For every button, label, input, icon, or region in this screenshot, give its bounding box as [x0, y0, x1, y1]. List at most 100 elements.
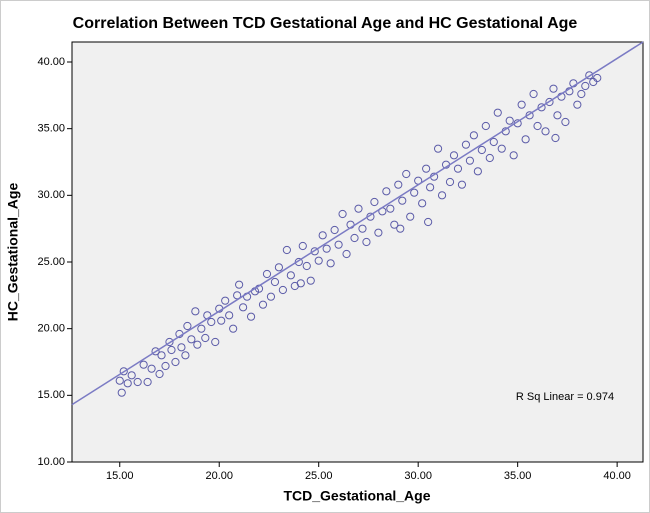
point	[157, 351, 166, 360]
point	[298, 241, 307, 251]
fit-line	[71, 41, 644, 406]
point	[235, 280, 244, 289]
y-axis-title: HC_Gestational_Age	[5, 183, 21, 322]
y-tick-label: 20.00	[37, 323, 65, 335]
point	[191, 307, 200, 316]
point	[326, 259, 335, 268]
point	[402, 169, 411, 179]
point	[517, 100, 526, 109]
point	[358, 224, 367, 233]
point	[246, 312, 256, 321]
point	[115, 376, 124, 385]
point	[296, 279, 305, 288]
point	[314, 256, 323, 265]
point	[221, 296, 230, 305]
point	[239, 303, 248, 312]
point	[457, 180, 467, 189]
point	[139, 360, 148, 369]
point	[354, 204, 363, 213]
point	[183, 321, 192, 331]
point	[553, 111, 562, 120]
point	[342, 249, 351, 259]
point	[477, 145, 486, 155]
point	[529, 89, 538, 99]
point	[577, 89, 586, 99]
point	[481, 121, 490, 131]
point	[549, 84, 558, 93]
point	[485, 153, 494, 163]
point	[537, 103, 546, 112]
point	[449, 151, 459, 160]
point	[593, 73, 602, 83]
point	[133, 377, 142, 387]
point	[294, 257, 303, 267]
point	[406, 212, 415, 221]
point	[282, 245, 291, 255]
x-tick-label: 40.00	[603, 470, 631, 482]
point	[258, 300, 268, 309]
point	[197, 324, 206, 333]
point	[445, 177, 455, 187]
point	[521, 135, 530, 144]
point	[310, 247, 319, 256]
point	[322, 244, 331, 253]
point	[119, 367, 128, 376]
point	[187, 335, 196, 344]
point	[509, 151, 518, 160]
plot-area	[71, 41, 644, 463]
point	[533, 121, 542, 131]
point	[362, 237, 371, 247]
point	[424, 217, 433, 227]
point	[505, 116, 514, 125]
point	[338, 209, 347, 219]
point	[437, 191, 447, 200]
y-tick-label: 30.00	[37, 189, 65, 201]
point	[177, 343, 186, 352]
point	[266, 292, 276, 301]
point	[525, 111, 534, 120]
point	[201, 333, 210, 343]
x-tick-label: 30.00	[404, 470, 432, 482]
x-tick-label: 15.00	[106, 470, 134, 482]
point	[193, 340, 202, 349]
x-tick-label: 35.00	[504, 470, 532, 482]
point	[573, 100, 582, 109]
point	[123, 379, 132, 388]
y-tick-label: 40.00	[37, 56, 65, 68]
annotation: R Sq Linear = 0.974	[516, 391, 614, 403]
point	[453, 164, 463, 173]
y-tick-label: 15.00	[37, 389, 65, 401]
point	[422, 164, 431, 173]
x-axis-title: TCD_Gestational_Age	[283, 488, 430, 504]
y-tick-label: 25.00	[37, 256, 65, 268]
point	[334, 240, 343, 249]
point	[426, 183, 435, 192]
point	[465, 156, 475, 165]
point	[585, 71, 594, 80]
point	[225, 311, 234, 320]
point	[545, 97, 554, 107]
point	[370, 197, 379, 207]
point	[286, 271, 295, 280]
point	[306, 276, 315, 285]
point	[318, 231, 327, 240]
point	[217, 316, 226, 325]
point	[541, 127, 550, 136]
point	[117, 388, 126, 397]
point	[167, 345, 176, 355]
y-tick-label: 10.00	[37, 456, 65, 468]
point	[171, 357, 180, 367]
point	[489, 137, 498, 147]
point	[211, 337, 220, 347]
x-tick-label: 20.00	[205, 470, 233, 482]
point	[207, 317, 216, 327]
point	[551, 133, 560, 143]
point	[270, 277, 280, 287]
point	[473, 167, 482, 176]
point	[493, 108, 502, 117]
point	[161, 361, 170, 371]
point	[461, 140, 471, 149]
chart-title: Correlation Between TCD Gestational Age …	[73, 15, 578, 32]
point	[127, 371, 136, 380]
point	[394, 180, 403, 189]
